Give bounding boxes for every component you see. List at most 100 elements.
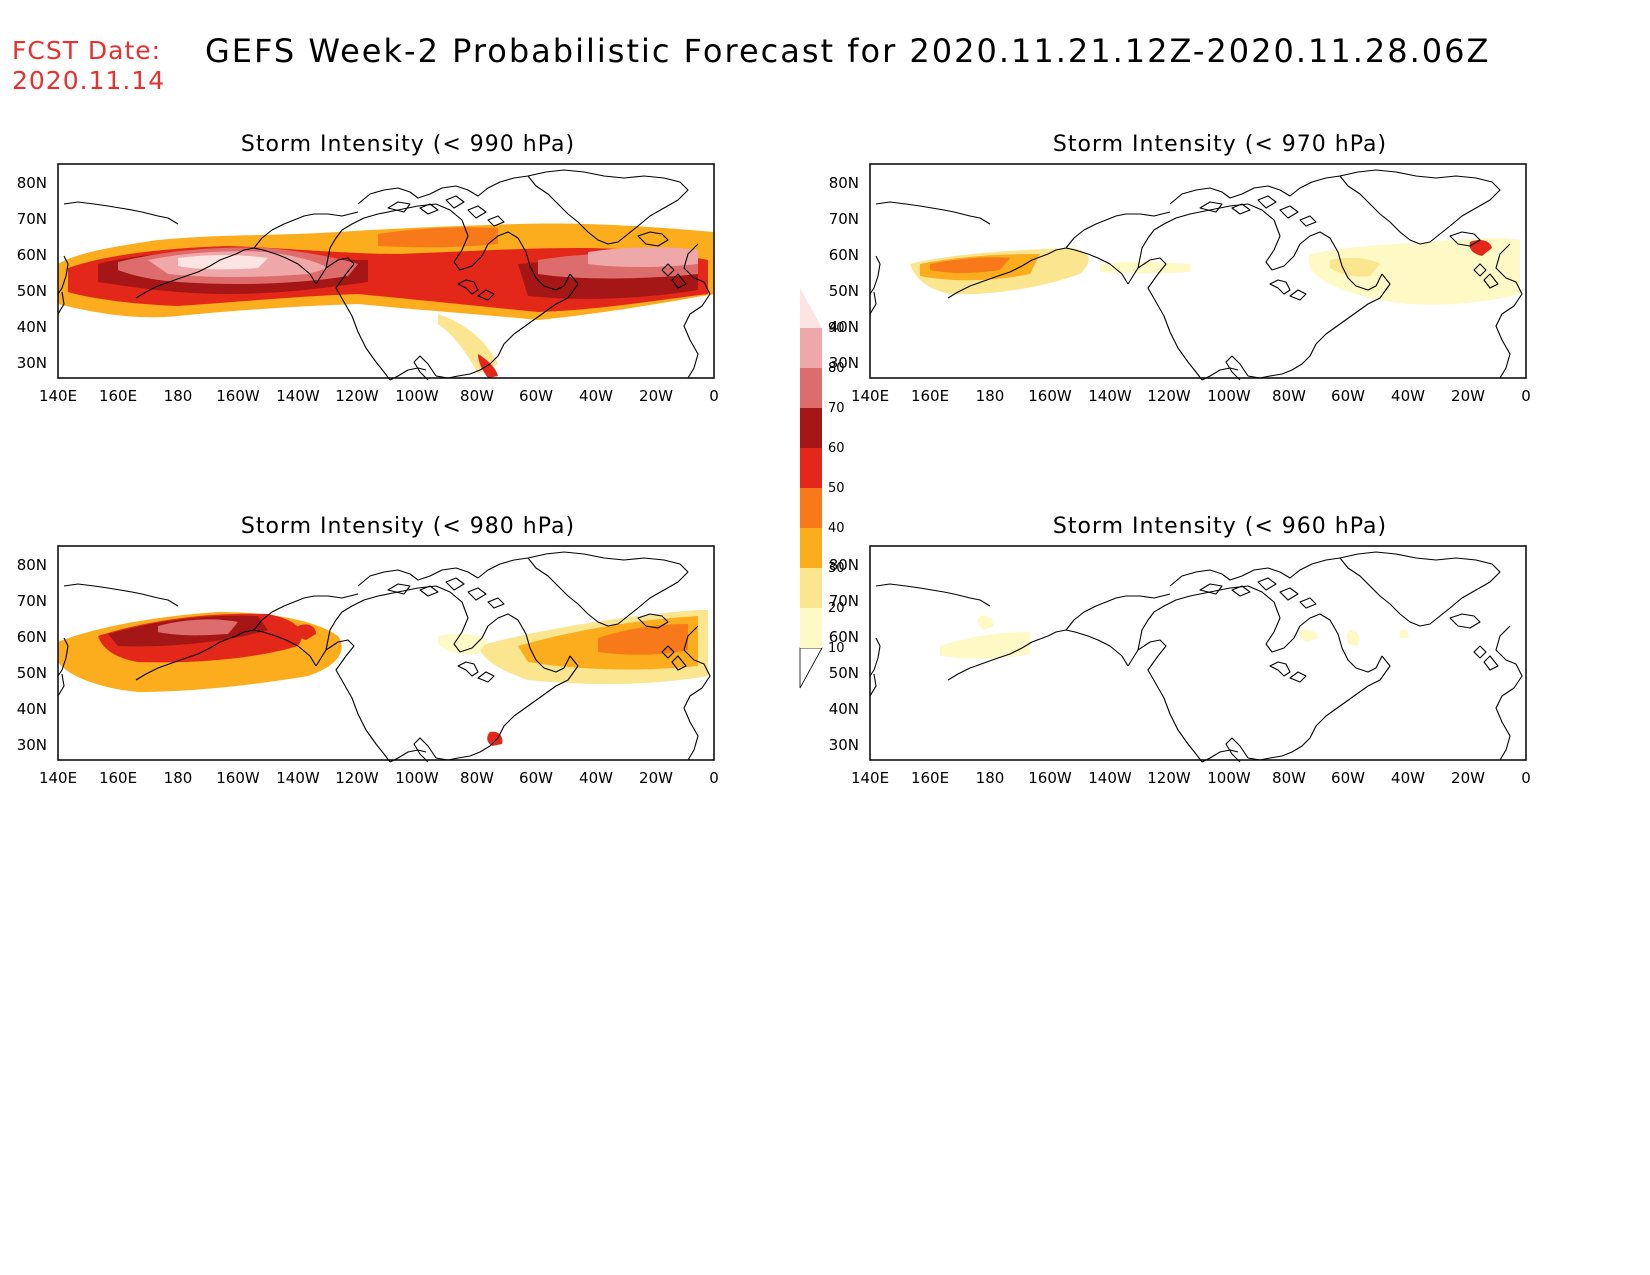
lat-label: 60N: [829, 246, 859, 264]
lat-label: 50N: [829, 664, 859, 682]
lon-label: 80W: [460, 769, 494, 787]
lon-label: 20W: [639, 769, 673, 787]
lon-label: 140W: [1088, 387, 1132, 405]
lon-label: 140W: [1088, 769, 1132, 787]
colorbar-segment: [800, 568, 822, 608]
lat-label: 30N: [829, 354, 859, 372]
colorbar-tick-label: 70: [828, 401, 845, 416]
lat-label: 70N: [829, 210, 859, 228]
lat-label: 60N: [17, 246, 47, 264]
lon-label: 80W: [1272, 769, 1306, 787]
map-panel-960: 80N 70N 60N 50N 40N 30N 140E 160E 180 16…: [829, 545, 1531, 787]
lon-label: 160W: [1028, 769, 1072, 787]
lon-label: 160W: [216, 387, 260, 405]
colorbar-segment: [800, 608, 822, 648]
lon-label: 60W: [519, 387, 553, 405]
colorbar-segment: [800, 528, 822, 568]
lat-label: 30N: [17, 354, 47, 372]
lon-label: 140E: [39, 769, 77, 787]
lon-label: 80W: [460, 387, 494, 405]
colorbar-segment: [800, 368, 822, 408]
lon-label: 0: [709, 769, 719, 787]
lon-label: 0: [709, 387, 719, 405]
lon-label: 20W: [639, 387, 673, 405]
lon-label: 120W: [1147, 387, 1191, 405]
lat-label: 60N: [17, 628, 47, 646]
colorbar-segment: [800, 328, 822, 368]
lon-label: 140W: [276, 769, 320, 787]
lon-label: 180: [164, 387, 193, 405]
lon-label: 40W: [1391, 769, 1425, 787]
lon-label: 100W: [395, 387, 439, 405]
page-title: GEFS Week-2 Probabilistic Forecast for 2…: [205, 32, 1491, 70]
probability-shading-990: [58, 223, 714, 378]
lon-label: 20W: [1451, 769, 1485, 787]
map-panel-970: 80N 70N 60N 50N 40N 30N 140E 160E 180 16…: [829, 163, 1531, 405]
lon-label: 120W: [335, 387, 379, 405]
map-panel-990: 80N 70N 60N 50N 40N 30N 140E 160E 180 16…: [17, 163, 719, 405]
probability-shading-960: [940, 615, 1409, 659]
lat-label: 60N: [829, 628, 859, 646]
lat-label: 40N: [829, 700, 859, 718]
lon-label: 180: [976, 387, 1005, 405]
axis-ticks-990: 80N 70N 60N 50N 40N 30N 140E 160E 180 16…: [17, 174, 719, 405]
colorbar-tick-label: 40: [828, 521, 845, 536]
lat-label: 50N: [829, 282, 859, 300]
colorbar-tick-label: 20: [828, 601, 845, 616]
lon-label: 60W: [519, 769, 553, 787]
lon-label: 40W: [579, 769, 613, 787]
lon-label: 20W: [1451, 387, 1485, 405]
lon-label: 160E: [911, 769, 949, 787]
lon-label: 0: [1521, 387, 1531, 405]
lon-label: 40W: [579, 387, 613, 405]
probability-shading-970: [910, 237, 1520, 305]
lat-label: 70N: [17, 592, 47, 610]
colorbar-segment: [800, 408, 822, 448]
colorbar-segment: [800, 448, 822, 488]
lon-label: 80W: [1272, 387, 1306, 405]
lat-label: 80N: [829, 556, 859, 574]
colorbar-tick-label: 50: [828, 481, 845, 496]
panel-title-970: Storm Intensity (< 970 hPa): [1052, 132, 1388, 157]
lon-label: 60W: [1331, 769, 1365, 787]
lon-label: 180: [164, 769, 193, 787]
colorbar-segment: [800, 288, 822, 328]
lon-label: 140E: [39, 387, 77, 405]
colorbar-tick-label: 60: [828, 441, 845, 456]
colorbar-labels: 10 20 30 40 50 60 70 80 90: [828, 321, 845, 656]
lon-label: 180: [976, 769, 1005, 787]
colorbar-tick-label: 10: [828, 641, 845, 656]
axis-ticks-980: 80N 70N 60N 50N 40N 30N 140E 160E 180 16…: [17, 556, 719, 787]
lat-label: 80N: [17, 556, 47, 574]
colorbar-boxes: [799, 288, 823, 689]
colorbar-segment: [799, 647, 823, 689]
colorbar-segment: [800, 488, 822, 528]
colorbar-tick-label: 80: [828, 361, 845, 376]
lat-label: 30N: [17, 736, 47, 754]
lon-label: 140E: [851, 769, 889, 787]
fcst-date-value: 2020.11.14: [12, 66, 166, 95]
lon-label: 140W: [276, 387, 320, 405]
lat-label: 70N: [17, 210, 47, 228]
lon-label: 160W: [216, 769, 260, 787]
lon-label: 120W: [1147, 769, 1191, 787]
lon-label: 100W: [1207, 387, 1251, 405]
lon-label: 140E: [851, 387, 889, 405]
lat-label: 40N: [829, 318, 859, 336]
lat-label: 30N: [829, 736, 859, 754]
lat-label: 80N: [17, 174, 47, 192]
lat-label: 40N: [17, 318, 47, 336]
lat-label: 40N: [17, 700, 47, 718]
lon-label: 0: [1521, 769, 1531, 787]
colorbar-tick-label: 90: [828, 321, 845, 336]
lon-label: 60W: [1331, 387, 1365, 405]
lat-label: 50N: [17, 282, 47, 300]
colorbar-tick-label: 30: [828, 561, 845, 576]
lon-label: 160W: [1028, 387, 1072, 405]
panel-title-980: Storm Intensity (< 980 hPa): [240, 514, 576, 539]
lat-label: 80N: [829, 174, 859, 192]
lon-label: 160E: [99, 769, 137, 787]
colorbar: 10 20 30 40 50 60 70 80 90: [799, 288, 845, 689]
lon-label: 100W: [395, 769, 439, 787]
lon-label: 160E: [911, 387, 949, 405]
